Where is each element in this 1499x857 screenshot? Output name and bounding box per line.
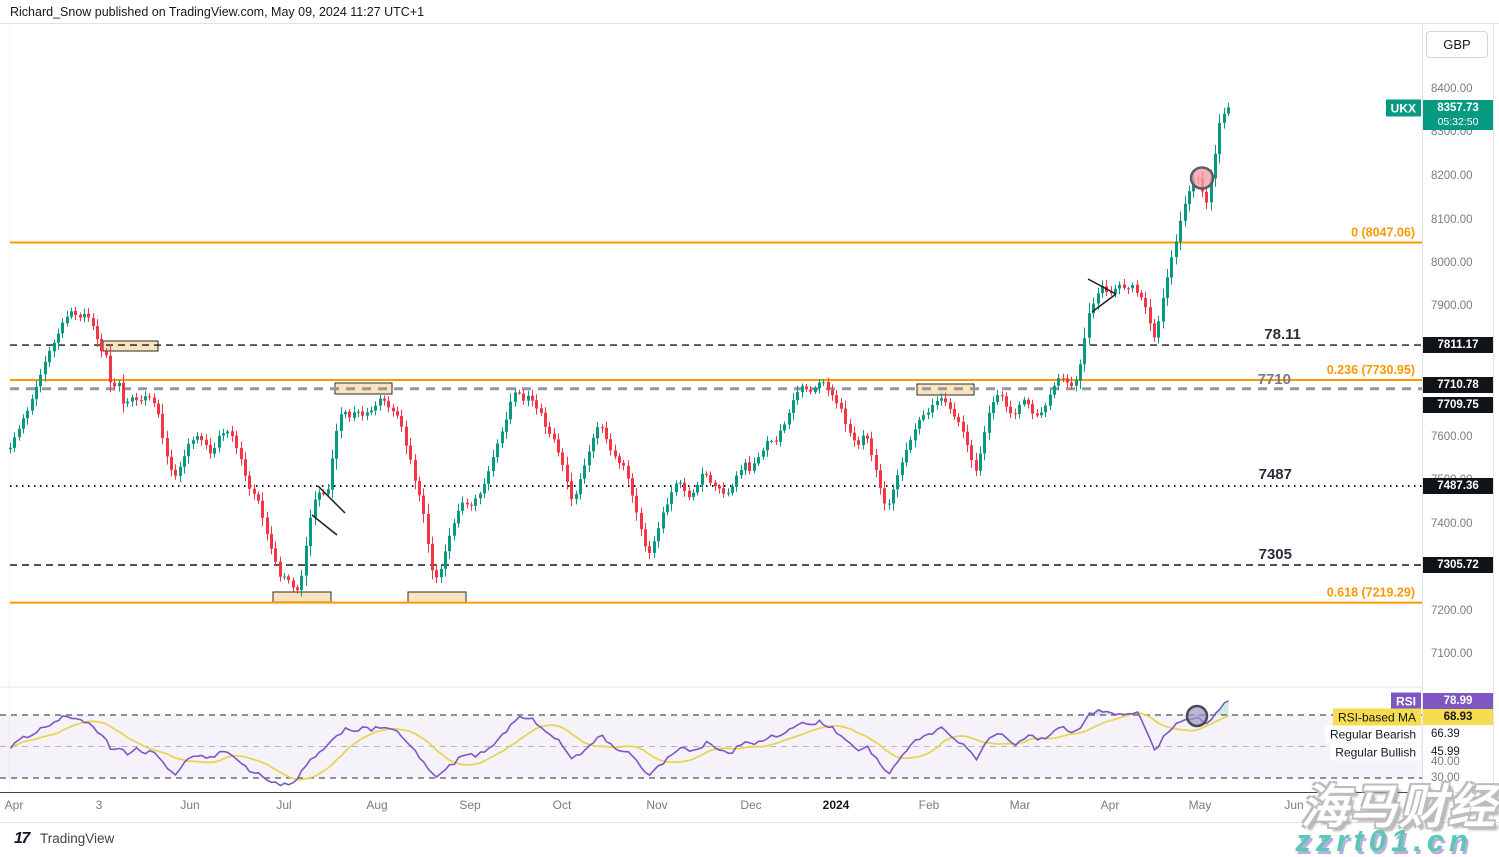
- fib-label: 0.236 (7730.95): [1327, 363, 1415, 377]
- fib-label: 0.618 (7219.29): [1327, 586, 1415, 600]
- regular-bearish-label[interactable]: Regular Bearish: [1324, 725, 1421, 743]
- tradingview-brand[interactable]: TradingView: [40, 831, 115, 846]
- rsi-tick-label: 30.00: [1431, 772, 1460, 784]
- regular-bearish-value: 66.39: [1431, 728, 1460, 740]
- rsi-line: [9, 700, 1229, 787]
- tradingview-logo-icon[interactable]: 17: [14, 830, 30, 847]
- price-axis-divider: [1422, 24, 1423, 822]
- trendline-annotation[interactable]: [1087, 278, 1117, 295]
- trendline-annotation[interactable]: [1091, 293, 1117, 313]
- time-axis-label: Jul: [1381, 798, 1397, 812]
- price-circle-annotation[interactable]: [1189, 166, 1215, 190]
- price-tick-label: 7400.00: [1431, 518, 1473, 530]
- time-axis-label: Dec: [740, 798, 762, 812]
- price-tick-label: 8100.00: [1431, 214, 1473, 226]
- level-price-badge: 7709.75: [1423, 397, 1493, 413]
- time-axis-label: Apr: [4, 798, 24, 812]
- trendline-annotation[interactable]: [317, 485, 346, 514]
- rsi-ma-line: [10, 712, 1229, 781]
- trendline-annotation[interactable]: [311, 514, 338, 536]
- up-candle-bodies: [9, 107, 1230, 591]
- price-tick-label: 8000.00: [1431, 257, 1473, 269]
- level-price-badge: 7811.17: [1423, 337, 1493, 353]
- down-candle-bodies: [74, 178, 1208, 591]
- time-axis-label: Apr: [1100, 798, 1120, 812]
- supply-demand-box[interactable]: [102, 340, 159, 352]
- price-tick-label: 7600.00: [1431, 431, 1473, 443]
- rsi-ma-value-badge: 68.93: [1423, 709, 1493, 725]
- time-axis-label: 3: [95, 798, 103, 812]
- fib-label: 0 (8047.06): [1351, 226, 1415, 240]
- level-label: 78.11: [1264, 326, 1301, 343]
- currency-button[interactable]: GBP: [1426, 31, 1488, 58]
- time-axis-label: Jun: [180, 798, 200, 812]
- time-axis-label: Jul: [276, 798, 292, 812]
- time-axis-label: Jun: [1284, 798, 1304, 812]
- main-chart[interactable]: 0 (8047.06) 0.236 (7730.95) 0.618 (7219.29…: [0, 24, 1422, 792]
- publish-header: Richard_Snow published on TradingView.co…: [0, 0, 1499, 24]
- time-axis-corner-separator: [1422, 792, 1499, 793]
- price-tick-label: 8400.00: [1431, 83, 1473, 95]
- time-axis[interactable]: Apr 3 Jun Jul Aug Sep Oct Nov Dec 2024 Feb Mar Apr Ma…: [0, 792, 1499, 822]
- watermark-url: zzrt01.cn: [1295, 823, 1473, 857]
- symbol-badge: UKX: [1385, 99, 1421, 117]
- time-axis-label: Nov: [646, 798, 668, 812]
- down-candle-wicks: [75, 171, 1207, 594]
- up-candle-wicks: [10, 102, 1229, 597]
- watermark-cjk: 海马财经: [1301, 780, 1497, 833]
- level-label: 7487: [1259, 466, 1292, 483]
- bar-countdown-badge: 05:32:50: [1423, 114, 1493, 130]
- regular-bullish-value: 45.99: [1431, 746, 1460, 758]
- supply-demand-box[interactable]: [407, 591, 467, 604]
- rsi-tick-label: 40.00: [1431, 756, 1460, 768]
- level-label: 7305: [1259, 546, 1292, 563]
- rsi-value-badge: 78.99: [1423, 693, 1493, 709]
- footer: 17 TradingView: [0, 822, 1499, 857]
- rsi-ma-label[interactable]: RSI-based MA: [1332, 708, 1421, 726]
- rsi-overbought-fill: [1215, 700, 1229, 715]
- level-label: 7710: [1258, 371, 1291, 388]
- rsi-indicator-label[interactable]: RSI: [1390, 692, 1421, 710]
- publish-text: Richard_Snow published on TradingView.co…: [10, 5, 425, 19]
- price-tick-label: 7200.00: [1431, 605, 1473, 617]
- time-axis-label: Mar: [1009, 798, 1031, 812]
- level-price-badge: 7487.36: [1423, 478, 1493, 494]
- time-axis-label: Feb: [918, 798, 940, 812]
- time-axis-label: Oct: [552, 798, 572, 812]
- level-price-badge: 7305.72: [1423, 557, 1493, 573]
- time-axis-label: May: [1188, 798, 1212, 812]
- last-price-badge: 8357.73: [1423, 100, 1493, 116]
- price-tick-label: 7900.00: [1431, 300, 1473, 312]
- time-axis-label: Aug: [366, 798, 388, 812]
- time-axis-label: 2024: [822, 798, 850, 812]
- price-axis[interactable]: GBP 8400.00 8300.00 8200.00 8100.00 8000.00 7…: [1423, 24, 1499, 792]
- regular-bullish-label[interactable]: Regular Bullish: [1330, 743, 1421, 761]
- rsi-overbought-fill: [1089, 709, 1138, 715]
- price-tick-label: 7100.00: [1431, 648, 1473, 660]
- axis-right-border: [1493, 24, 1494, 822]
- time-axis-separator: [0, 792, 1422, 793]
- price-tick-label: 8200.00: [1431, 170, 1473, 182]
- level-price-badge: 7710.78: [1423, 377, 1493, 393]
- time-axis-label: Sep: [459, 798, 481, 812]
- rsi-circle-annotation[interactable]: [1185, 704, 1209, 728]
